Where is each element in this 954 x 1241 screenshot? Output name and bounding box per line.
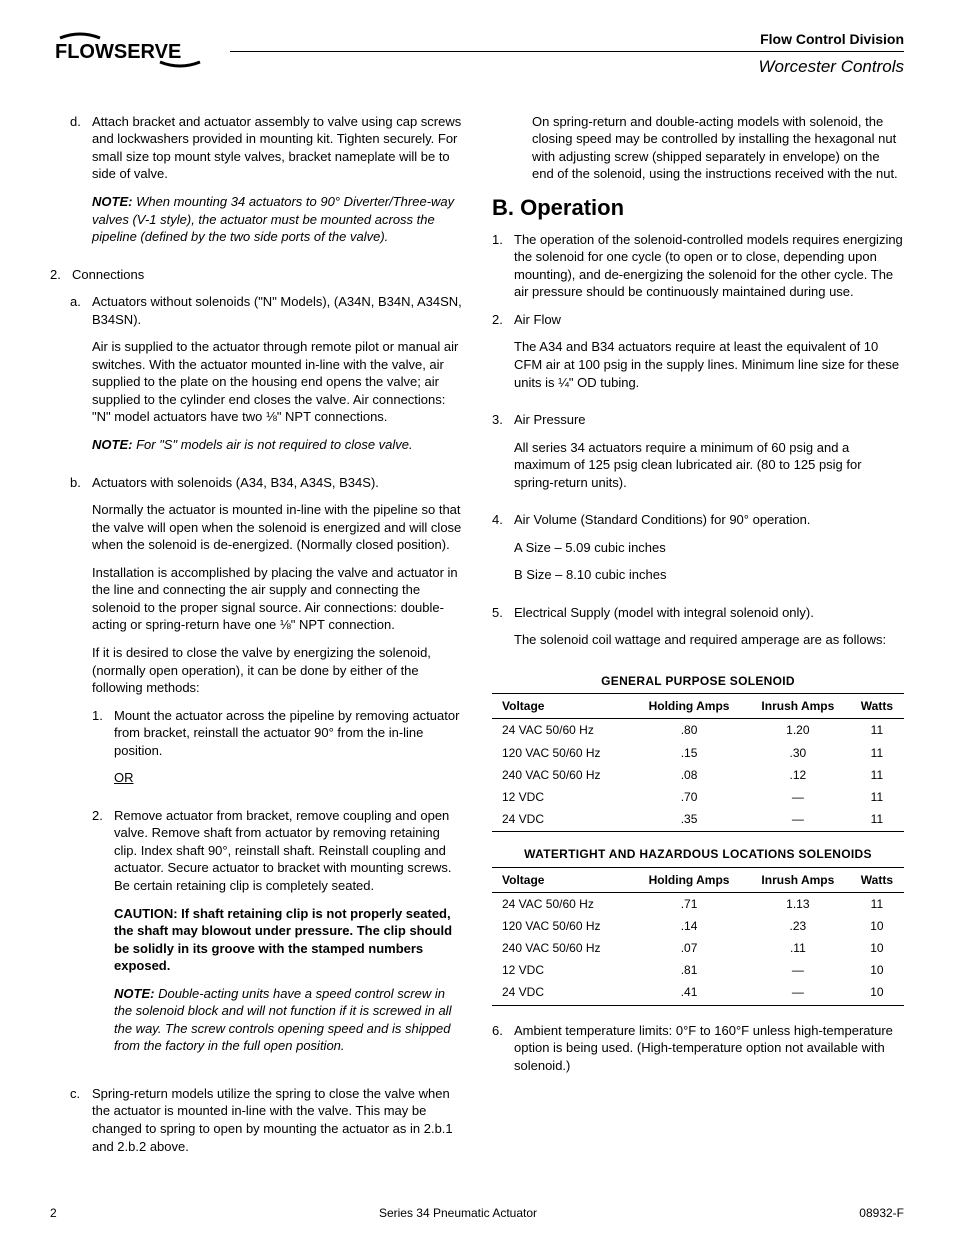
logo-text: FLOWSERVE (55, 41, 181, 63)
item-d: d. Attach bracket and actuator assembly … (50, 113, 462, 256)
content-columns: d. Attach bracket and actuator assembly … (50, 113, 904, 1165)
table2-title: WATERTIGHT AND HAZARDOUS LOCATIONS SOLEN… (492, 846, 904, 862)
table-row: 240 VAC 50/60 Hz.07.1110 (492, 937, 904, 959)
b-note2: NOTE: Double-acting units have a speed c… (114, 985, 462, 1055)
op4-a: A Size – 5.09 cubic inches (514, 539, 904, 557)
table-row: 24 VAC 50/60 Hz.711.1311 (492, 892, 904, 915)
b-p3: If it is desired to close the valve by e… (92, 644, 462, 697)
b-method-2: 2. Remove actuator from bracket, remove … (92, 807, 462, 1065)
a-p1: Air is supplied to the actuator through … (92, 338, 462, 426)
op-3: 3. Air Pressure All series 34 actuators … (492, 411, 904, 501)
marker-op2: 2. (492, 311, 514, 401)
item-2c: c. Spring-return models utilize the spri… (50, 1085, 462, 1155)
op-2: 2. Air Flow The A34 and B34 actuators re… (492, 311, 904, 401)
op5-label: Electrical Supply (model with integral s… (514, 604, 904, 622)
left-column: d. Attach bracket and actuator assembly … (50, 113, 462, 1165)
op-6: 6. Ambient temperature limits: 0°F to 16… (492, 1022, 904, 1075)
marker-b1: 1. (92, 707, 114, 797)
a-note: NOTE: For "S" models air is not required… (92, 436, 462, 454)
op5-text: The solenoid coil wattage and required a… (514, 631, 904, 649)
header-rule (230, 51, 904, 52)
op4-label: Air Volume (Standard Conditions) for 90°… (514, 511, 904, 529)
b-lead: Actuators with solenoids (A34, B34, A34S… (92, 474, 462, 492)
op1-text: The operation of the solenoid-controlled… (514, 231, 904, 301)
division-title: Flow Control Division (230, 30, 904, 49)
op4-b: B Size – 8.10 cubic inches (514, 566, 904, 584)
th-voltage: Voltage (492, 694, 632, 719)
header-right: Flow Control Division Worcester Controls (230, 30, 904, 109)
top-para: On spring-return and double-acting model… (492, 113, 904, 183)
th-watts: Watts (850, 694, 904, 719)
marker-b: b. (70, 474, 92, 1075)
page-header: FLOWSERVE Flow Control Division Worceste… (50, 30, 904, 109)
table-row: 12 VDC.81—10 (492, 959, 904, 981)
a-note-text: For "S" models air is not required to cl… (136, 437, 413, 452)
table-general-solenoid: Voltage Holding Amps Inrush Amps Watts 2… (492, 693, 904, 832)
c-text: Spring-return models utilize the spring … (92, 1085, 462, 1155)
a-lead: Actuators without solenoids ("N" Models)… (92, 293, 462, 328)
table-row: 240 VAC 50/60 Hz.08.1211 (492, 764, 904, 786)
marker-2: 2. (50, 266, 72, 284)
b-p1: Normally the actuator is mounted in-line… (92, 501, 462, 554)
item-2: 2. Connections (50, 266, 462, 284)
brand-logo: FLOWSERVE (50, 30, 210, 70)
item-2-label: Connections (72, 266, 462, 284)
th-holding: Holding Amps (632, 867, 746, 892)
op3-text: All series 34 actuators require a minimu… (514, 439, 904, 492)
op-5: 5. Electrical Supply (model with integra… (492, 604, 904, 659)
th-voltage: Voltage (492, 867, 632, 892)
or-text: OR (114, 769, 462, 787)
b-m1-text: Mount the actuator across the pipeline b… (114, 707, 462, 760)
table-row: 120 VAC 50/60 Hz.14.2310 (492, 915, 904, 937)
b-p2: Installation is accomplished by placing … (92, 564, 462, 634)
table-hazardous-solenoid: Voltage Holding Amps Inrush Amps Watts 2… (492, 867, 904, 1006)
marker-c: c. (70, 1085, 92, 1155)
marker-op1: 1. (492, 231, 514, 301)
table-row: 12 VDC.70—11 (492, 786, 904, 808)
table-row: 24 VDC.41—10 (492, 981, 904, 1005)
footer-right: 08932-F (859, 1205, 904, 1221)
page-number: 2 (50, 1205, 57, 1221)
b-method-1: 1. Mount the actuator across the pipelin… (92, 707, 462, 797)
marker-op5: 5. (492, 604, 514, 659)
marker-b2: 2. (92, 807, 114, 1065)
th-inrush: Inrush Amps (746, 867, 850, 892)
note-label: NOTE: (92, 194, 132, 209)
item-2b: b. Actuators with solenoids (A34, B34, A… (50, 474, 462, 1075)
marker-op3: 3. (492, 411, 514, 501)
item-2a: a. Actuators without solenoids ("N" Mode… (50, 293, 462, 463)
th-inrush: Inrush Amps (746, 694, 850, 719)
d-text: Attach bracket and actuator assembly to … (92, 113, 462, 183)
caution-text: CAUTION: If shaft retaining clip is not … (114, 905, 462, 975)
table-row: 24 VDC.35—11 (492, 808, 904, 832)
op2-text: The A34 and B34 actuators require at lea… (514, 338, 904, 391)
b-m2-text: Remove actuator from bracket, remove cou… (114, 807, 462, 895)
header-subtitle: Worcester Controls (230, 56, 904, 79)
op-1: 1. The operation of the solenoid-control… (492, 231, 904, 301)
marker-d: d. (70, 113, 92, 256)
table-row: 24 VAC 50/60 Hz.801.2011 (492, 719, 904, 742)
note-label: NOTE: (92, 437, 132, 452)
marker-op4: 4. (492, 511, 514, 594)
table-row: 120 VAC 50/60 Hz.15.3011 (492, 742, 904, 764)
th-watts: Watts (850, 867, 904, 892)
th-holding: Holding Amps (632, 694, 746, 719)
op-4: 4. Air Volume (Standard Conditions) for … (492, 511, 904, 594)
section-b-title: B. Operation (492, 193, 904, 223)
note-label: NOTE: (114, 986, 154, 1001)
page-footer: 2 Series 34 Pneumatic Actuator 08932-F (50, 1205, 904, 1221)
right-column: On spring-return and double-acting model… (492, 113, 904, 1165)
op3-label: Air Pressure (514, 411, 904, 429)
table1-title: GENERAL PURPOSE SOLENOID (492, 673, 904, 689)
op2-label: Air Flow (514, 311, 904, 329)
marker-op6: 6. (492, 1022, 514, 1075)
d-note: NOTE: When mounting 34 actuators to 90° … (92, 193, 462, 246)
b-note2-text: Double-acting units have a speed control… (114, 986, 451, 1054)
flowserve-logo-svg: FLOWSERVE (50, 30, 210, 70)
footer-center: Series 34 Pneumatic Actuator (57, 1205, 860, 1221)
marker-a: a. (70, 293, 92, 463)
op6-text: Ambient temperature limits: 0°F to 160°F… (514, 1022, 904, 1075)
d-note-text: When mounting 34 actuators to 90° Divert… (92, 194, 454, 244)
